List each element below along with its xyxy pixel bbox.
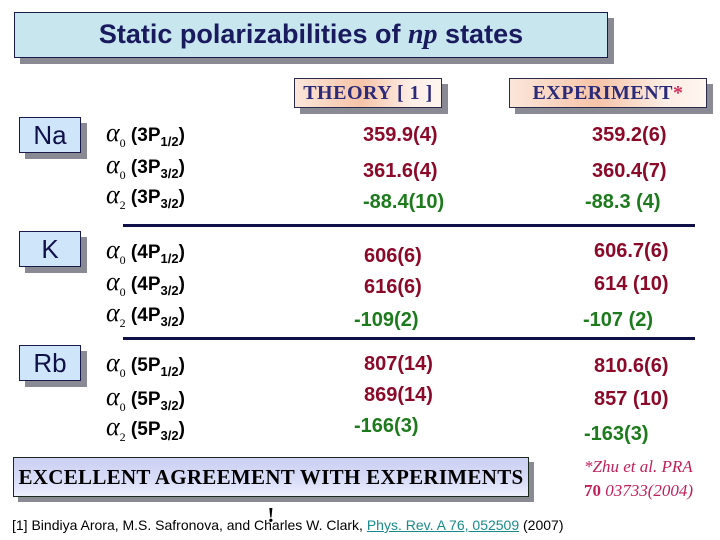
citation-line-1: *Zhu et al. PRA (584, 457, 693, 476)
experiment-citation: *Zhu et al. PRA 70 03733(2004) (568, 455, 693, 503)
alpha-symbol: α0 (106, 235, 126, 268)
experiment-value: -107 (2) (583, 309, 654, 331)
theory-value: 807(14) (364, 353, 433, 375)
experiment-value: 360.4(7) (592, 160, 667, 182)
title-suffix: states (437, 19, 524, 49)
alpha-symbol: α2 (106, 298, 126, 331)
experiment-value: 359.2(6) (592, 124, 667, 146)
alpha-symbol: α0 (106, 267, 126, 300)
quantity-label: α0 (5P1/2) (106, 348, 185, 381)
row-separator (123, 337, 695, 340)
alpha-symbol: α2 (106, 180, 126, 213)
reference-year: (2007) (519, 517, 564, 533)
element-box-rb: Rb (19, 345, 81, 381)
theory-header: THEORY [ 1 ] (294, 78, 442, 108)
element-label: Rb (33, 348, 67, 378)
experiment-header: EXPERIMENT* (509, 78, 707, 108)
alpha-symbol: α0 (106, 348, 126, 381)
experiment-value: -88.3 (4) (585, 191, 661, 213)
alpha-symbol: α0 (106, 118, 126, 151)
slide-title: Static polarizabilities of np states (15, 19, 607, 51)
quantity-label: α2 (5P3/2) (106, 412, 185, 445)
title-italic-np: np (407, 19, 438, 50)
theory-value: -88.4(10) (363, 191, 445, 213)
theory-value: -166(3) (354, 415, 419, 437)
experiment-value: -163(3) (584, 423, 649, 445)
experiment-value: 857 (10) (594, 388, 669, 410)
theory-value: 361.6(4) (363, 160, 438, 182)
footer-reference: [1] Bindiya Arora, M.S. Safronova, and C… (12, 517, 563, 533)
element-box-k: K (19, 231, 81, 267)
element-box-na: Na (19, 117, 81, 153)
conclusion-text: EXCELLENT AGREEMENT WITH EXPERIMENTS ! (18, 465, 524, 527)
quantity-label: α2 (4P3/2) (106, 298, 185, 331)
experiment-header-label: EXPERIMENT (532, 82, 674, 104)
theory-value: 616(6) (364, 276, 422, 298)
row-separator (123, 224, 695, 227)
quantity-label: α0 (3P3/2) (106, 150, 185, 183)
citation-volume: 70 (584, 481, 601, 500)
experiment-value: 810.6(6) (594, 355, 669, 377)
alpha-symbol: α0 (106, 150, 126, 183)
conclusion-banner: EXCELLENT AGREEMENT WITH EXPERIMENTS ! (13, 457, 529, 527)
experiment-value: 606.7(6) (594, 240, 669, 262)
slide-title-box: Static polarizabilities of np states (14, 12, 608, 58)
element-label: Na (33, 120, 67, 150)
theory-value: 359.9(4) (363, 124, 438, 146)
quantity-label: α2 (3P3/2) (106, 180, 185, 213)
quantity-label: α0 (4P3/2) (106, 267, 185, 300)
reference-link[interactable]: Phys. Rev. A 76, 052509 (366, 517, 520, 533)
alpha-symbol: α0 (106, 382, 126, 415)
theory-value: -109(2) (354, 309, 419, 331)
theory-header-label: THEORY [ 1 ] (303, 82, 433, 104)
reference-authors: [1] Bindiya Arora, M.S. Safronova, and C… (12, 517, 367, 533)
citation-line-2: 03733(2004) (601, 481, 694, 500)
quantity-label: α0 (5P3/2) (106, 382, 185, 415)
asterisk-footnote-mark: * (673, 82, 684, 104)
element-label: K (41, 234, 59, 264)
experiment-value: 614 (10) (594, 273, 669, 295)
alpha-symbol: α2 (106, 412, 126, 445)
theory-value: 606(6) (364, 245, 422, 267)
quantity-label: α0 (3P1/2) (106, 118, 185, 151)
title-prefix: Static polarizabilities of (98, 19, 408, 49)
theory-value: 869(14) (364, 384, 433, 406)
quantity-label: α0 (4P1/2) (106, 235, 185, 268)
